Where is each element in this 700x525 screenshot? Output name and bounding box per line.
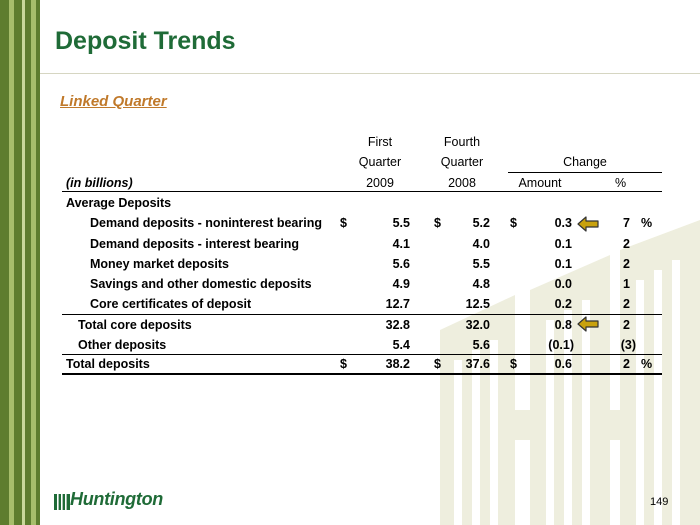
change-amount: 0.8 [554, 318, 572, 332]
subtitle: Linked Quarter [60, 93, 167, 110]
q1-2009-value: 5.5 [392, 216, 410, 230]
pct-sign: % [641, 357, 653, 371]
row-label: Core certificates of deposit [90, 297, 252, 311]
row-label: Savings and other domestic deposits [90, 277, 312, 291]
amount-header: Amount [518, 176, 562, 190]
change-pct: (3) [620, 338, 636, 352]
pct-header: % [614, 176, 627, 190]
q4-2008-value: 32.0 [465, 318, 490, 332]
currency-symbol: $ [510, 357, 517, 371]
section-label-average-deposits: Average Deposits [66, 196, 172, 210]
q1-2009-value: 12.7 [385, 297, 410, 311]
row-label: Total deposits [66, 357, 150, 371]
subtotal-rule [62, 314, 662, 315]
row-label: Money market deposits [90, 257, 229, 271]
huntington-logo-text: Huntington [70, 489, 163, 509]
change-pct: 7 [623, 216, 630, 230]
left-stripe-decoration [0, 0, 40, 525]
q4-2008-value: 5.6 [472, 338, 490, 352]
q4-2008-value: 12.5 [465, 297, 490, 311]
huntington-logo-icon [54, 494, 70, 510]
header-rule [62, 191, 662, 192]
total-bottom-rule [62, 373, 662, 375]
change-pct: 2 [623, 318, 630, 332]
col2-header-line1: Fourth [443, 135, 481, 149]
page-number: 149 [650, 496, 669, 508]
col2-header-line2: Quarter [440, 155, 484, 169]
change-pct: 1 [623, 277, 630, 291]
left-arrow-icon [577, 316, 599, 332]
change-amount: 0.2 [554, 297, 572, 311]
q1-2009-value: 5.6 [392, 257, 410, 271]
currency-symbol: $ [434, 357, 441, 371]
row-label: Demand deposits - noninterest bearing [90, 216, 322, 230]
q4-2008-value: 4.0 [472, 237, 490, 251]
change-pct: 2 [623, 257, 630, 271]
q1-2009-value: 5.4 [392, 338, 410, 352]
q4-2008-value: 4.8 [472, 277, 490, 291]
q4-2008-value: 5.5 [472, 257, 490, 271]
row-label: Demand deposits - interest bearing [90, 237, 300, 251]
currency-symbol: $ [434, 216, 441, 230]
total-top-rule [62, 354, 662, 355]
change-pct: 2 [623, 237, 630, 251]
units-label: (in billions) [66, 176, 133, 190]
row-label: Total core deposits [78, 318, 192, 332]
change-pct: 2 [623, 297, 630, 311]
currency-symbol: $ [340, 216, 347, 230]
change-header-underline [508, 172, 662, 173]
change-pct: 2 [623, 357, 630, 371]
q1-2009-value: 4.1 [392, 237, 410, 251]
col2-header-line3: 2008 [448, 176, 476, 190]
col1-header-line1: First [367, 135, 393, 149]
title-divider [40, 73, 700, 74]
change-amount: (0.1) [548, 338, 574, 352]
col1-header-line2: Quarter [358, 155, 402, 169]
left-arrow-icon [577, 216, 599, 232]
q4-2008-value: 37.6 [465, 357, 490, 371]
q1-2009-value: 32.8 [385, 318, 410, 332]
change-amount: 0.1 [554, 257, 572, 271]
currency-symbol: $ [340, 357, 347, 371]
change-amount: 0.1 [554, 237, 572, 251]
page-title: Deposit Trends [55, 27, 236, 55]
pct-sign: % [641, 216, 653, 230]
currency-symbol: $ [510, 216, 517, 230]
change-amount: 0.3 [554, 216, 572, 230]
change-amount: 0.6 [554, 357, 572, 371]
row-label: Other deposits [78, 338, 167, 352]
change-header: Change [563, 155, 607, 169]
q4-2008-value: 5.2 [472, 216, 490, 230]
col1-header-line3: 2009 [366, 176, 394, 190]
q1-2009-value: 4.9 [392, 277, 410, 291]
q1-2009-value: 38.2 [385, 357, 410, 371]
change-amount: 0.0 [554, 277, 572, 291]
